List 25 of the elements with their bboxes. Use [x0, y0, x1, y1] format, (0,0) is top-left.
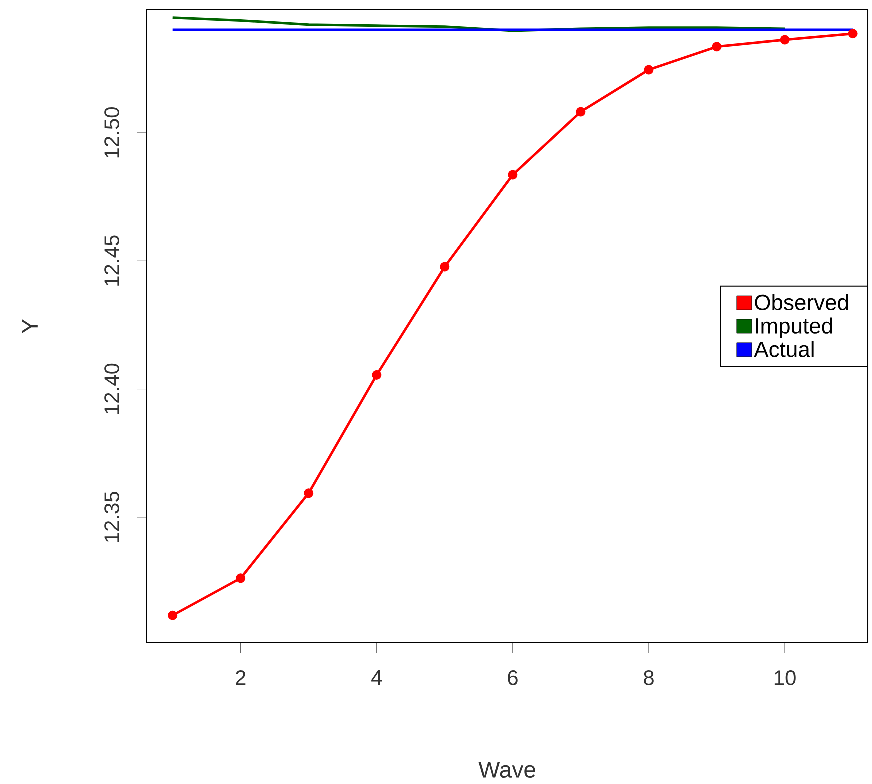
point [712, 42, 722, 52]
x-tick-label: 10 [774, 670, 796, 686]
point [440, 262, 450, 272]
x-tick-label: 2 [236, 670, 246, 686]
point [372, 370, 382, 380]
point [780, 35, 790, 45]
x-tick-label: 6 [508, 670, 518, 686]
x-tick-label: 4 [372, 670, 382, 685]
point [304, 488, 314, 498]
point [644, 65, 654, 75]
point [236, 574, 246, 584]
legend-label: Observed [755, 294, 848, 310]
point [508, 170, 518, 180]
x-axis-title: Wave [478, 762, 536, 778]
y-tick-label: 12.45 [104, 236, 120, 286]
y-tick-label: 12.35 [104, 492, 120, 542]
point [848, 29, 858, 39]
y-tick-label: 12.40 [104, 364, 120, 414]
y-tick-label: 12.50 [104, 108, 120, 158]
legend-label: Imputed [756, 318, 832, 338]
x-tick-label: 8 [644, 670, 654, 686]
y-axis-title: Y [22, 319, 38, 334]
point [168, 610, 178, 620]
point [576, 107, 586, 117]
legend-label: Actual [754, 341, 814, 358]
